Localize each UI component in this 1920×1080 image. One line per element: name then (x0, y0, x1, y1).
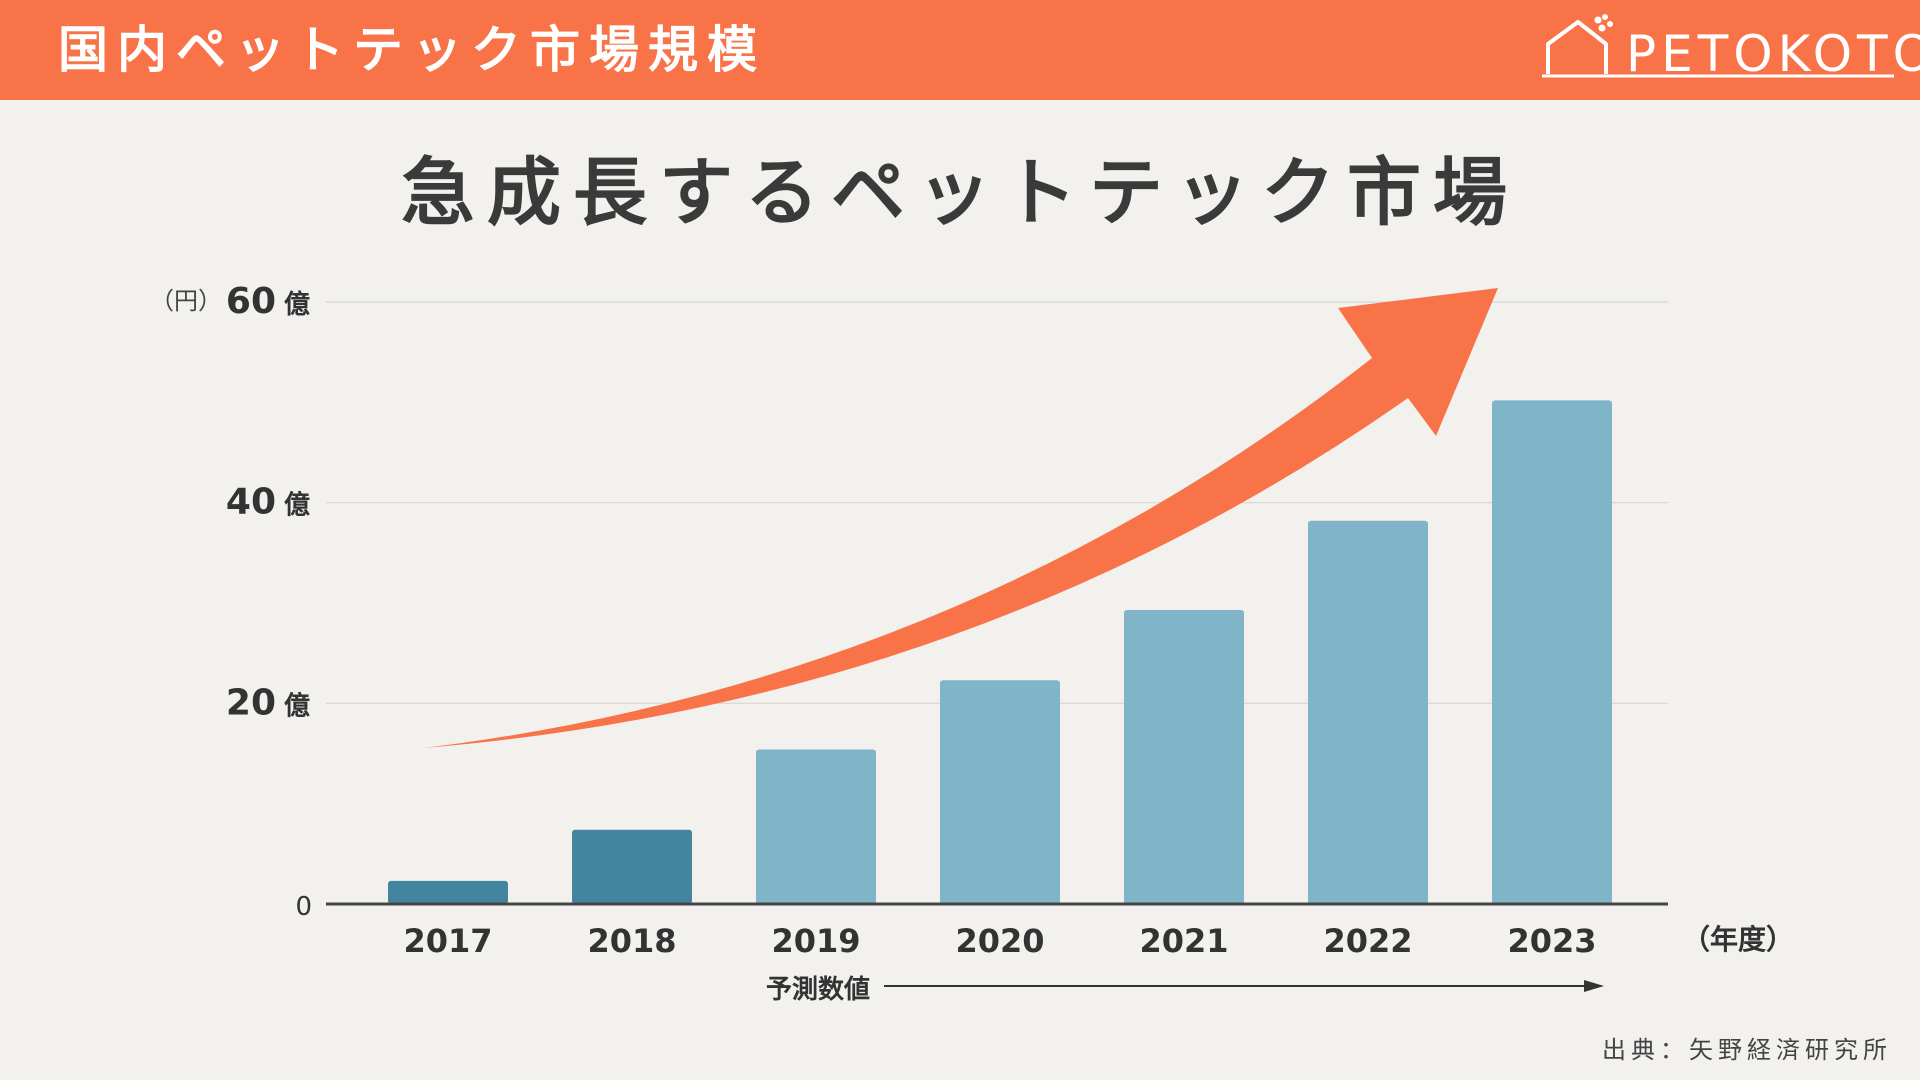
header-title: 国内ペットテック市場規模 (58, 21, 766, 79)
forecast-label: 予測数値 (766, 975, 870, 1005)
y-tick-label: 20 (226, 682, 276, 723)
logo-text: PETOKOTO (1626, 25, 1920, 83)
bar-2023 (1492, 400, 1612, 904)
source-note: 出典：矢野経済研究所 (1602, 1036, 1892, 1064)
bar-2020 (940, 680, 1060, 904)
header-bar: 国内ペットテック市場規模 PETOKOTO (0, 0, 1920, 100)
bar-2021 (1124, 610, 1244, 904)
main-title: 急成長するペットテック市場 (401, 150, 1519, 236)
y-tick-label: 40 (226, 482, 276, 523)
bar-2022 (1308, 520, 1428, 904)
house-logo-icon (1542, 14, 1894, 78)
x-tick-label: 2022 (1323, 922, 1412, 960)
bar-2017 (388, 880, 508, 904)
bar-2018 (572, 829, 692, 904)
y-tick-unit: 億 (284, 691, 310, 721)
x-tick-label: 2019 (771, 922, 860, 960)
x-tick-label: 2020 (955, 922, 1044, 960)
x-tick-label: 2018 (587, 922, 676, 960)
bar-2019 (756, 749, 876, 904)
y-tick-unit: 億 (284, 290, 310, 320)
x-tick-label: 2023 (1507, 922, 1596, 960)
y-tick-label: 0 (295, 892, 312, 922)
y-tick-unit: 億 (284, 491, 310, 521)
petokoto-logo: PETOKOTO (1542, 12, 1920, 82)
x-unit-label: （年度） (1682, 923, 1794, 956)
x-tick-label: 2021 (1139, 922, 1228, 960)
growth-arrow (424, 288, 1498, 748)
forecast-arrow-head (1584, 980, 1604, 992)
y-tick-label: 60 (226, 281, 276, 322)
x-tick-label: 2017 (403, 922, 492, 960)
y-unit-label: （円） (150, 287, 222, 315)
